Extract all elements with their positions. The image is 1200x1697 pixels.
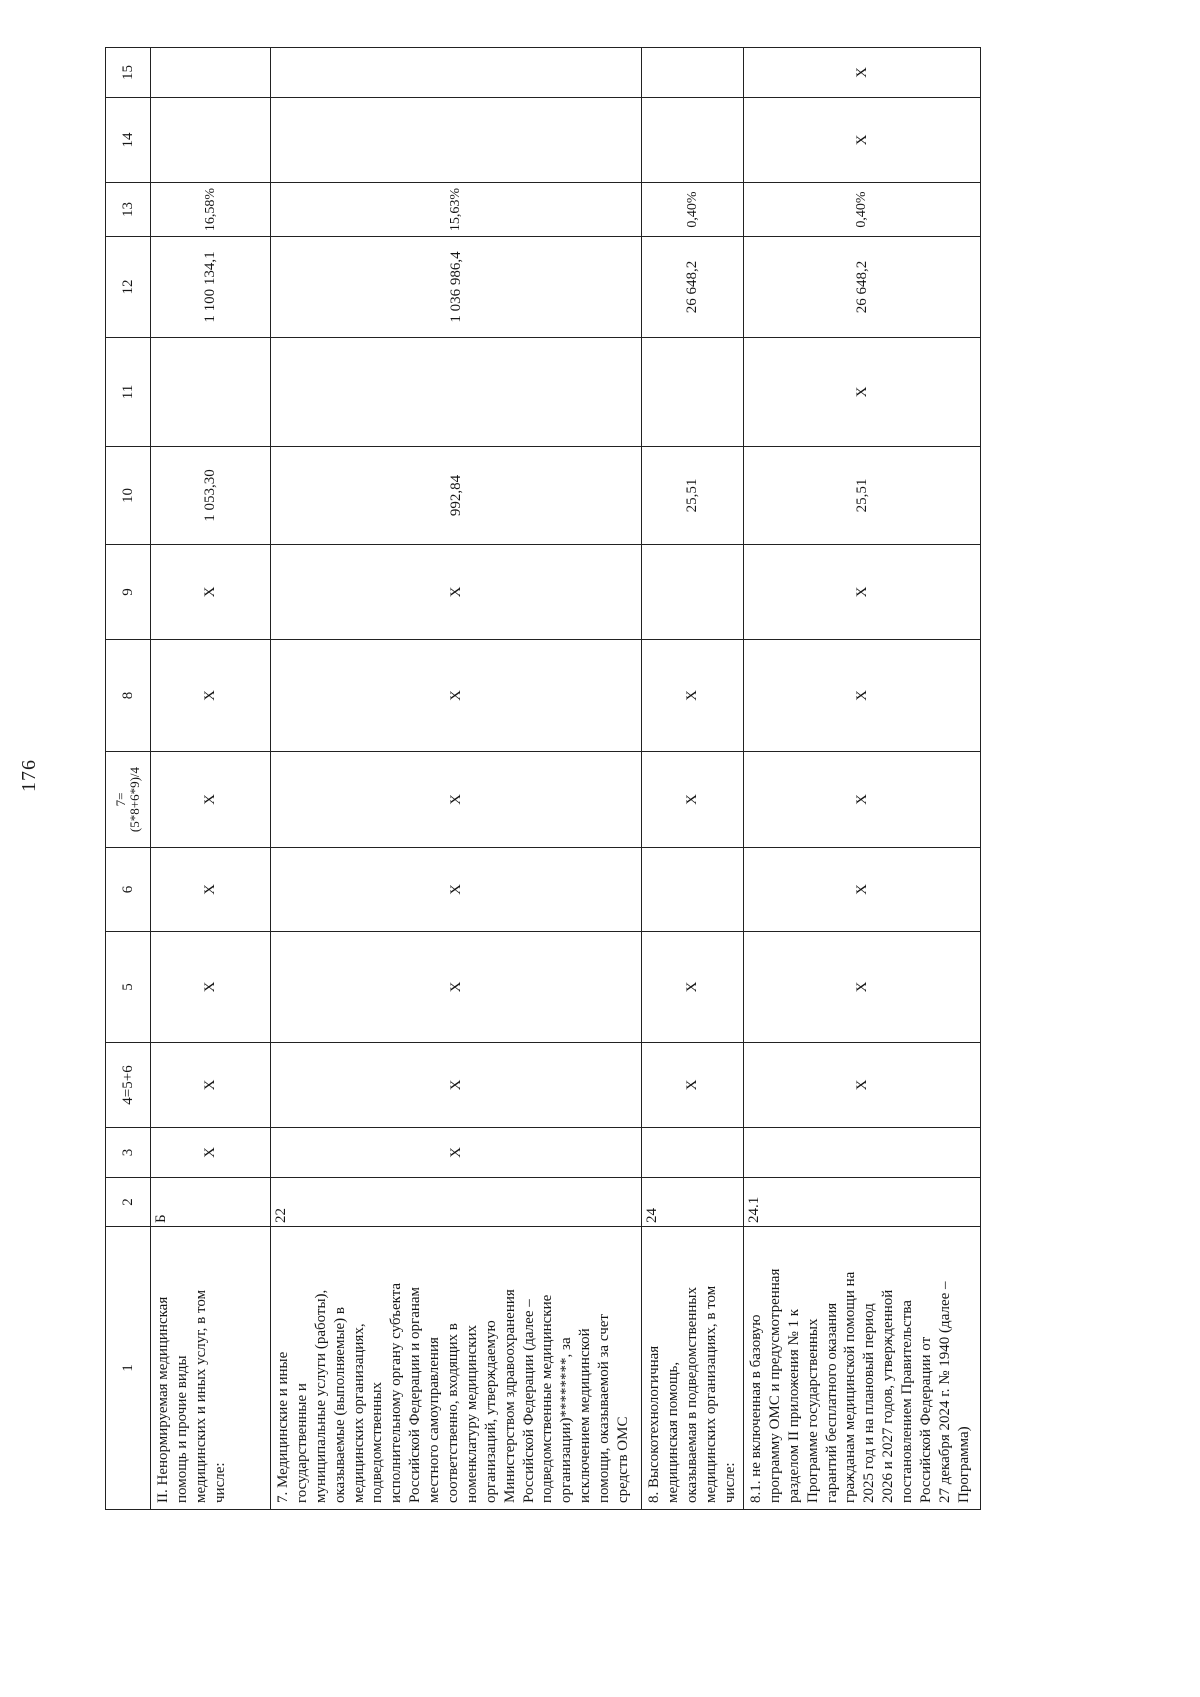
column-header-10: 10 [105,446,151,545]
column-header-8: 8 [105,639,151,752]
column-header-11: 11 [105,337,151,447]
column-header-3: 3 [105,1127,151,1178]
cell-8-3 [641,1127,744,1178]
column-header-14: 14 [105,97,151,183]
cell-7-10: 992,84 [270,446,642,545]
cell-7-6: Х [270,847,642,932]
cell-II-13: 16,58% [150,182,271,237]
cell-8-4: Х [641,1042,744,1128]
cell-8-1-13: 0,40% [743,182,981,237]
row-label-7: 7. Медицинские и иные государственные и … [270,1226,642,1510]
cell-8-15 [641,47,744,98]
table-row-8: 8. Высокотехнологичная медицинская помощ… [641,47,744,1510]
cell-8-1-5: Х [743,931,981,1043]
cell-7-7: Х [270,751,642,848]
cell-8-1-9: Х [743,544,981,640]
cell-II-15 [150,47,271,98]
column-header-12: 12 [105,236,151,338]
cell-II-10: 1 053,30 [150,446,271,545]
cell-8-1-10: 25,51 [743,446,981,545]
cell-8-1-11: Х [743,337,981,447]
cell-II-9: Х [150,544,271,640]
cell-7-13: 15,63% [270,182,642,237]
row-code-8-1: 24.1 [743,1177,981,1227]
cell-7-9: Х [270,544,642,640]
cell-II-14 [150,97,271,183]
cell-8-9 [641,544,744,640]
table-row-II: II. Ненормируемая медицинская помощь и п… [150,47,271,1510]
cell-8-11 [641,337,744,447]
cell-8-12: 26 648,2 [641,236,744,338]
row-code-7: 22 [270,1177,642,1227]
cell-7-14 [270,97,642,183]
column-header-9: 9 [105,544,151,640]
row-code-8: 24 [641,1177,744,1227]
cell-II-8: Х [150,639,271,752]
row-label-8: 8. Высокотехнологичная медицинская помощ… [641,1226,744,1510]
cell-8-10: 25,51 [641,446,744,545]
table-row-7: 7. Медицинские и иные государственные и … [270,47,642,1510]
cell-8-7: Х [641,751,744,848]
column-header-7: 7= (5*8+6*9)/4 [105,751,151,848]
table-header-row: 1 2 3 4=5+6 5 6 7= (5*8+6*9)/4 8 9 10 11… [105,47,151,1510]
cell-8-1-7: Х [743,751,981,848]
cell-II-11 [150,337,271,447]
cell-8-14 [641,97,744,183]
cell-8-1-3 [743,1127,981,1178]
cell-8-1-4: Х [743,1042,981,1128]
cell-8-13: 0,40% [641,182,744,237]
cell-7-5: Х [270,931,642,1043]
column-header-4: 4=5+6 [105,1042,151,1128]
medical-services-table: 1 2 3 4=5+6 5 6 7= (5*8+6*9)/4 8 9 10 11… [105,47,981,1510]
cell-7-12: 1 036 986,4 [270,236,642,338]
cell-7-8: Х [270,639,642,752]
cell-8-1-6: Х [743,847,981,932]
cell-8-5: Х [641,931,744,1043]
cell-8-1-12: 26 648,2 [743,236,981,338]
row-label-8-1: 8.1. не включенная в базовую программу О… [743,1226,981,1510]
cell-8-6 [641,847,744,932]
cell-II-7: Х [150,751,271,848]
column-header-15: 15 [105,47,151,98]
column-header-13: 13 [105,182,151,237]
cell-8-1-15: Х [743,47,981,98]
cell-7-15 [270,47,642,98]
cell-7-3: Х [270,1127,642,1178]
column-header-1: 1 [105,1226,151,1510]
cell-7-11 [270,337,642,447]
page-number: 176 [18,759,40,792]
row-label-II: II. Ненормируемая медицинская помощь и п… [150,1226,271,1510]
column-header-6: 6 [105,847,151,932]
cell-II-4: Х [150,1042,271,1128]
table-row-8-1: 8.1. не включенная в базовую программу О… [743,47,981,1510]
cell-II-6: Х [150,847,271,932]
cell-II-12: 1 100 134,1 [150,236,271,338]
cell-7-4: Х [270,1042,642,1128]
row-code-II: Б [150,1177,271,1227]
cell-8-8: Х [641,639,744,752]
cell-II-5: Х [150,931,271,1043]
cell-8-1-8: Х [743,639,981,752]
cell-II-3: Х [150,1127,271,1178]
cell-8-1-14: Х [743,97,981,183]
rotated-table-container: 1 2 3 4=5+6 5 6 7= (5*8+6*9)/4 8 9 10 11… [105,47,981,1510]
column-header-2: 2 [105,1177,151,1227]
column-header-5: 5 [105,931,151,1043]
